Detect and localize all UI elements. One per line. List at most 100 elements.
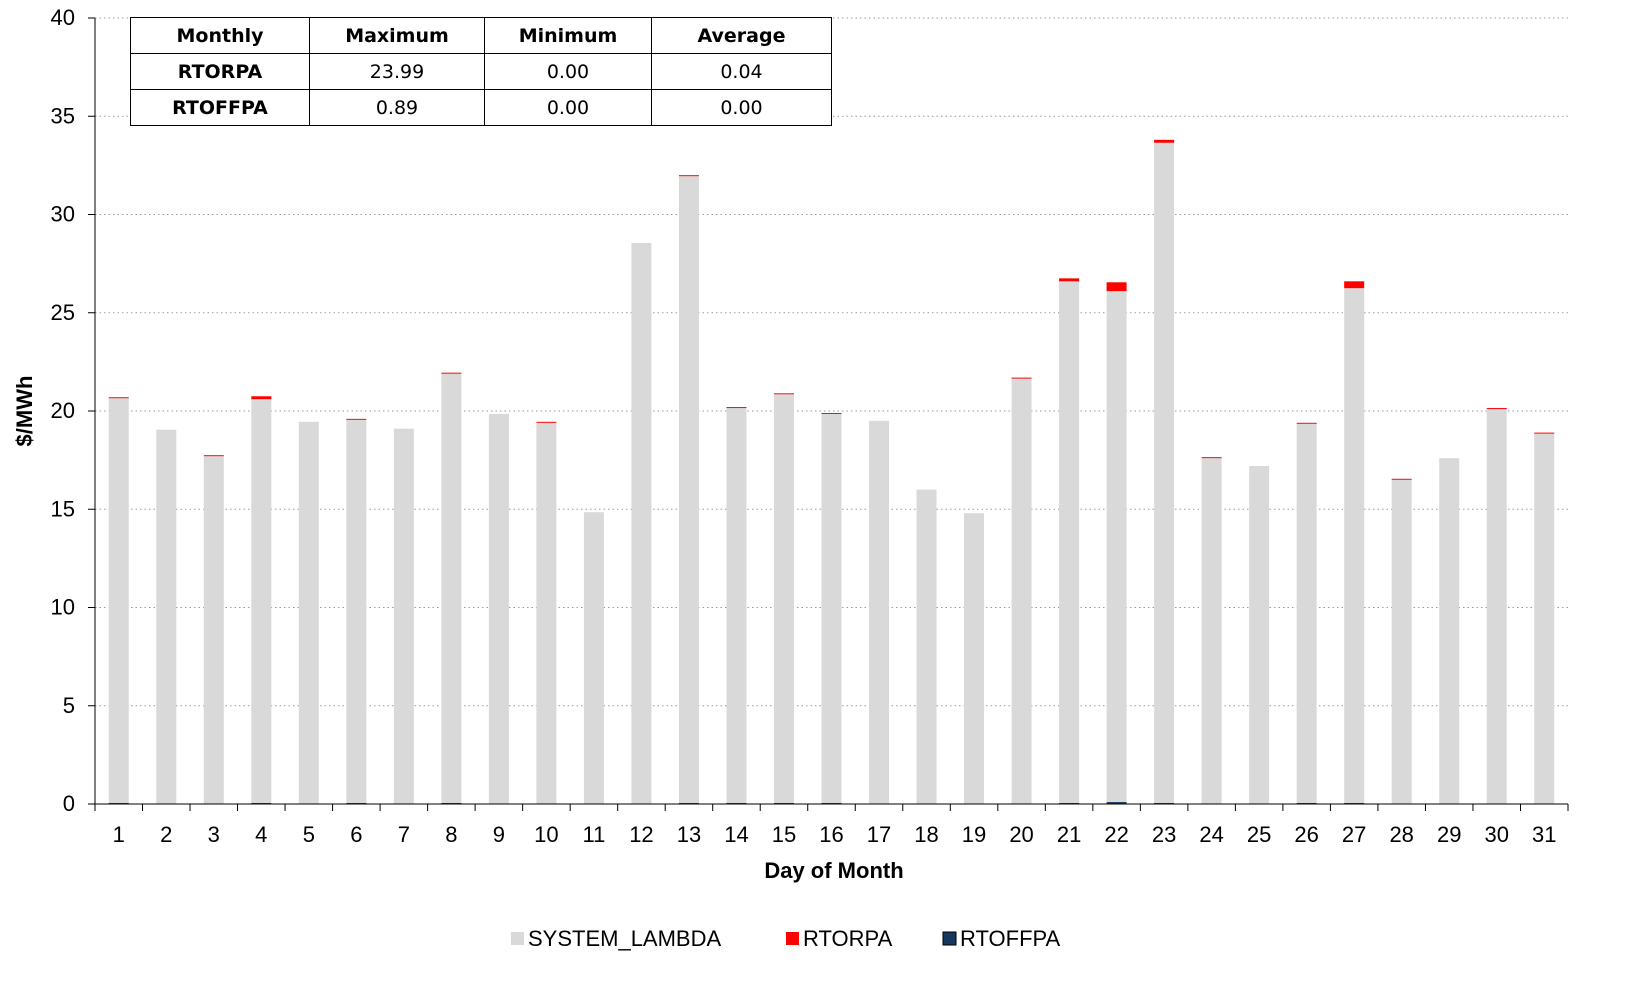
bar-system-lambda-day-28 [1391,479,1412,804]
bar-system-lambda-day-20 [1011,378,1032,804]
stats-header-row: Monthly Maximum Minimum Average [130,17,832,54]
bar-system-lambda-day-24 [1201,458,1222,804]
x-tick-label: 10 [534,822,558,847]
y-tick-label: 15 [51,496,75,521]
x-tick-label: 11 [582,822,605,847]
stats-row-rtorpa: RTORPA 23.99 0.00 0.04 [130,53,832,90]
bar-rtorpa-day-6 [346,418,367,420]
stats-row-rtoffpa: RTOFFPA 0.89 0.00 0.00 [130,89,832,126]
bar-rtorpa-day-10 [536,421,557,423]
x-tick-label: 6 [350,822,362,847]
bar-rtorpa-day-13 [678,175,699,177]
stats-header-minimum: Minimum [484,17,652,54]
bar-system-lambda-day-27 [1344,288,1365,804]
x-tick-label: 1 [113,822,125,847]
x-tick-label: 22 [1104,822,1128,847]
legend-label-system-lambda: SYSTEM_LAMBDA [528,926,721,951]
bar-system-lambda-day-26 [1296,423,1317,804]
bar-rtorpa-day-27 [1344,281,1365,289]
y-tick-label: 5 [63,693,75,718]
bar-system-lambda-day-16 [821,413,842,804]
legend: SYSTEM_LAMBDA RTORPA RTOFFPA [511,926,1061,951]
bar-rtorpa-day-14 [726,407,747,409]
x-tick-label: 24 [1199,822,1223,847]
x-tick-label: 18 [914,822,938,847]
bar-rtorpa-day-16 [821,412,842,414]
bar-system-lambda-day-2 [156,429,177,804]
x-tick-label: 3 [208,822,220,847]
bar-system-lambda-day-11 [583,512,604,804]
bar-system-lambda-day-23 [1154,142,1175,804]
x-tick-label: 28 [1389,822,1413,847]
y-tick-label: 10 [51,595,75,620]
bar-rtorpa-day-30 [1486,408,1507,410]
bar-rtorpa-day-8 [441,372,462,374]
bar-system-lambda-day-19 [964,513,985,804]
bar-system-lambda-day-1 [108,398,129,804]
bar-system-lambda-day-31 [1534,433,1555,804]
y-tick-label: 40 [51,5,75,30]
bar-rtorpa-day-23 [1154,139,1175,143]
y-tick-label: 25 [51,300,75,325]
x-tick-label: 29 [1437,822,1461,847]
y-tick-label: 20 [51,398,75,423]
x-tick-label: 21 [1057,822,1081,847]
bar-rtorpa-day-4 [251,396,272,400]
x-tick-label: 25 [1247,822,1271,847]
legend-label-rtoffpa: RTOFFPA [960,926,1061,951]
stats-table: Monthly Maximum Minimum Average RTORPA 2… [130,17,832,126]
bar-rtorpa-day-28 [1391,478,1412,480]
y-tick-label: 30 [51,202,75,227]
x-tick-label: 20 [1009,822,1033,847]
y-tick-label: 0 [63,791,75,816]
x-tick-label: 23 [1152,822,1176,847]
stats-cell: 0.00 [484,89,652,126]
x-tick-label: 12 [629,822,653,847]
bar-system-lambda-day-10 [536,422,557,804]
x-tick-label: 4 [255,822,267,847]
stats-header-average: Average [651,17,832,54]
y-tick-label: 35 [51,103,75,128]
legend-swatch-system-lambda [511,932,524,945]
bar-rtoffpa-day-22 [1106,802,1127,804]
bar-system-lambda-day-12 [631,242,652,804]
bar-rtorpa-day-31 [1534,432,1555,434]
x-tick-label: 31 [1532,822,1556,847]
bar-rtorpa-day-22 [1106,282,1127,292]
bar-system-lambda-day-7 [393,428,414,804]
legend-swatch-rtoffpa [942,931,957,946]
bar-rtorpa-day-3 [203,455,224,457]
bar-system-lambda-day-9 [488,413,509,804]
x-tick-label: 26 [1294,822,1318,847]
stats-cell: 0.89 [309,89,485,126]
bar-system-lambda-day-15 [773,394,794,804]
bar-system-lambda-day-17 [869,420,890,804]
x-axis-title: Day of Month [764,858,903,883]
bar-rtorpa-day-24 [1201,457,1222,459]
bar-system-lambda-day-4 [251,399,272,804]
stats-cell: RTOFFPA [130,89,310,126]
bar-rtorpa-day-1 [108,397,129,399]
x-tick-label: 27 [1342,822,1366,847]
x-tick-label: 16 [819,822,843,847]
bar-rtorpa-day-26 [1296,422,1317,424]
bar-system-lambda-day-8 [441,373,462,804]
x-tick-label: 7 [398,822,410,847]
bars [108,139,1555,804]
x-tick-label: 9 [493,822,505,847]
bar-rtorpa-day-21 [1059,278,1080,282]
x-tick-label: 8 [445,822,457,847]
x-tick-label: 14 [724,822,748,847]
legend-swatch-rtorpa [786,932,799,945]
bar-system-lambda-day-25 [1249,466,1270,804]
x-tick-label: 5 [303,822,315,847]
x-tick-label: 19 [962,822,986,847]
x-tick-label: 2 [160,822,172,847]
bar-system-lambda-day-3 [203,456,224,804]
stats-cell: 0.00 [484,53,652,90]
bar-rtorpa-day-20 [1011,377,1032,379]
bar-system-lambda-day-18 [916,489,937,804]
bar-system-lambda-day-13 [678,176,699,804]
